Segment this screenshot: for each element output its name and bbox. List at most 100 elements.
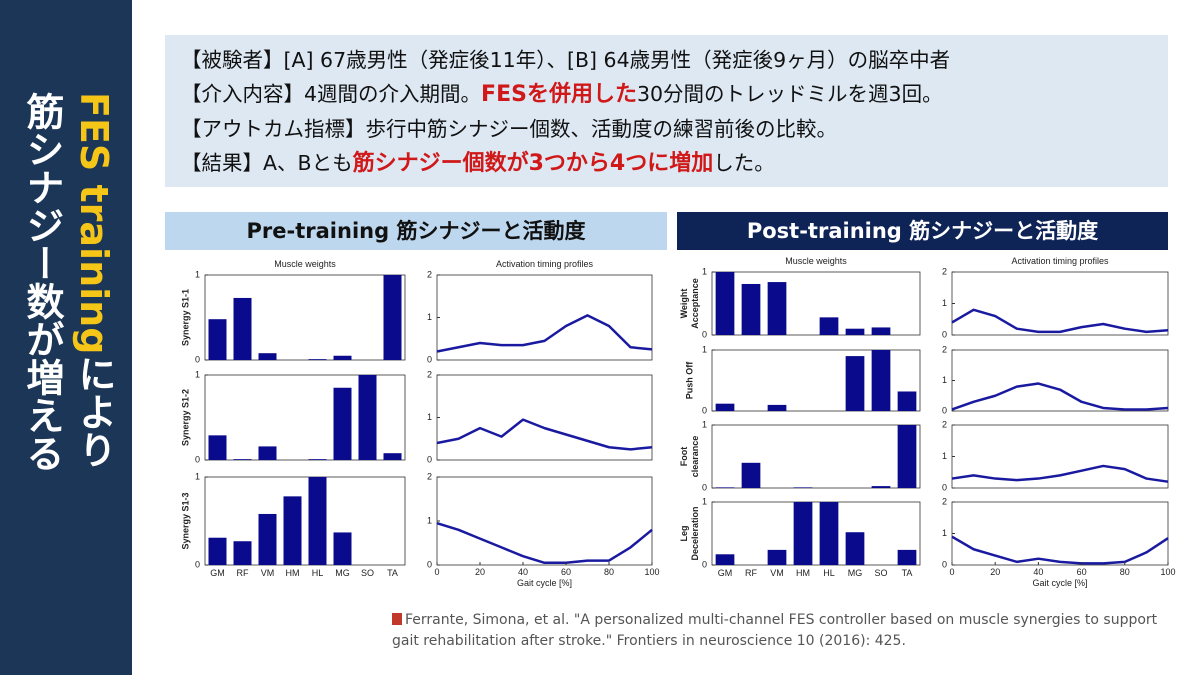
bar bbox=[897, 391, 917, 411]
bar bbox=[715, 272, 735, 335]
y-tick-label: 2 bbox=[427, 369, 432, 379]
synergy-label: Acceptance bbox=[690, 278, 700, 329]
y-tick-label: 2 bbox=[942, 266, 947, 276]
summary-line: 【結果】A、Bとも筋シナジー個数が3つから4つに増加した。 bbox=[181, 146, 1152, 181]
y-tick-label: 1 bbox=[702, 496, 707, 506]
x-tick-label: MG bbox=[335, 568, 350, 578]
x-tick-label: HL bbox=[312, 568, 324, 578]
bar bbox=[819, 502, 839, 565]
synergy-label: Weight bbox=[679, 289, 689, 319]
y-tick-label: 1 bbox=[427, 312, 432, 322]
y-tick-label: 1 bbox=[942, 451, 947, 461]
synergy-label: Synergy S1-2 bbox=[180, 389, 190, 446]
y-tick-label: 0 bbox=[195, 454, 200, 464]
y-tick-label: 0 bbox=[427, 454, 432, 464]
x-tick-label: 100 bbox=[644, 567, 659, 577]
highlight-text: 筋シナジー個数が3つから4つに増加 bbox=[352, 151, 714, 176]
x-tick-label: HM bbox=[796, 568, 810, 578]
axes-frame bbox=[711, 424, 921, 489]
bar bbox=[741, 462, 761, 488]
activation-line bbox=[436, 522, 653, 565]
bar bbox=[333, 387, 352, 460]
bar bbox=[871, 350, 891, 411]
synergy-label: Leg bbox=[679, 525, 689, 541]
y-tick-label: 0 bbox=[702, 405, 707, 415]
bar bbox=[897, 425, 917, 488]
bar bbox=[741, 283, 761, 335]
y-tick-label: 0 bbox=[942, 482, 947, 492]
y-tick-label: 0 bbox=[702, 559, 707, 569]
bar bbox=[208, 435, 227, 460]
bar bbox=[333, 532, 352, 565]
synergy-label: clearance bbox=[690, 436, 700, 478]
bar bbox=[258, 353, 277, 360]
x-tick-label: 40 bbox=[518, 567, 528, 577]
x-tick-label: 0 bbox=[434, 567, 439, 577]
bar bbox=[233, 297, 252, 360]
x-tick-label: VM bbox=[261, 568, 275, 578]
bar bbox=[308, 459, 327, 460]
y-tick-label: 1 bbox=[942, 298, 947, 308]
title-text: 筋シナジー数が増える bbox=[20, 92, 64, 472]
summary-text: 【被験者】[A] 67歳男性（発症後11年）、[B] 64歳男性（発症後9ヶ月）… bbox=[181, 48, 951, 72]
summary-box: 【被験者】[A] 67歳男性（発症後11年）、[B] 64歳男性（発症後9ヶ月）… bbox=[165, 35, 1168, 187]
x-tick-label: 60 bbox=[561, 567, 571, 577]
activation-line bbox=[951, 308, 1169, 334]
axes-frame bbox=[204, 374, 406, 461]
axes-frame bbox=[711, 271, 921, 336]
axes-frame bbox=[711, 501, 921, 566]
activation-line bbox=[951, 382, 1169, 411]
axes-frame bbox=[711, 349, 921, 412]
summary-text: 【アウトカム指標】歩行中筋シナジー個数、活動度の練習前後の比較。 bbox=[181, 117, 837, 141]
activation-line bbox=[436, 418, 653, 451]
sidebar: FES trainingにより 筋シナジー数が増える bbox=[0, 0, 132, 675]
bar bbox=[793, 487, 813, 488]
axes-frame bbox=[436, 476, 653, 566]
y-tick-label: 1 bbox=[942, 375, 947, 385]
axes-frame bbox=[204, 476, 406, 566]
y-tick-label: 2 bbox=[942, 496, 947, 506]
y-tick-label: 1 bbox=[702, 266, 707, 276]
bar bbox=[283, 496, 302, 565]
x-tick-label: TA bbox=[387, 568, 398, 578]
bar bbox=[233, 541, 252, 565]
summary-text: 30分間のトレッドミルを週3回。 bbox=[636, 82, 943, 106]
y-tick-label: 1 bbox=[195, 369, 200, 379]
sidebar-title: FES trainingにより 筋シナジー数が増える bbox=[16, 92, 120, 472]
y-tick-label: 1 bbox=[195, 269, 200, 279]
bar bbox=[871, 486, 891, 488]
x-tick-label: 80 bbox=[1120, 567, 1130, 577]
subplot-title: Activation timing profiles bbox=[496, 259, 594, 269]
synergy-label: Push Off bbox=[684, 361, 694, 400]
y-tick-label: 2 bbox=[427, 269, 432, 279]
citation-text: Ferrante, Simona, et al. "A personalized… bbox=[392, 612, 1158, 649]
y-tick-label: 1 bbox=[195, 471, 200, 481]
x-tick-label: 40 bbox=[1033, 567, 1043, 577]
axes-frame bbox=[204, 274, 406, 361]
activation-line bbox=[951, 535, 1169, 565]
summary-line: 【アウトカム指標】歩行中筋シナジー個数、活動度の練習前後の比較。 bbox=[181, 112, 1152, 146]
citation: Ferrante, Simona, et al. "A personalized… bbox=[392, 610, 1172, 652]
x-tick-label: MG bbox=[848, 568, 863, 578]
bar bbox=[383, 275, 402, 360]
bar bbox=[233, 459, 252, 460]
x-tick-label: GM bbox=[210, 568, 225, 578]
bar bbox=[845, 532, 865, 565]
x-tick-label: 20 bbox=[475, 567, 485, 577]
y-tick-label: 1 bbox=[942, 528, 947, 538]
activation-line bbox=[951, 464, 1169, 483]
y-tick-label: 0 bbox=[427, 559, 432, 569]
panel-header: Post-training 筋シナジーと活動度 bbox=[677, 212, 1168, 250]
summary-text: 【介入内容】4週間の介入期間。 bbox=[181, 82, 482, 106]
bar bbox=[845, 356, 865, 411]
bar bbox=[208, 537, 227, 565]
synergy-label: Synergy S1-1 bbox=[180, 289, 190, 346]
book-icon bbox=[392, 613, 402, 625]
synergy-label: Deceleration bbox=[690, 506, 700, 560]
x-tick-label: 80 bbox=[604, 567, 614, 577]
highlight-text: FESを併用した bbox=[481, 82, 637, 107]
x-tick-label: HL bbox=[823, 568, 835, 578]
subplot-title: Activation timing profiles bbox=[1011, 256, 1109, 266]
